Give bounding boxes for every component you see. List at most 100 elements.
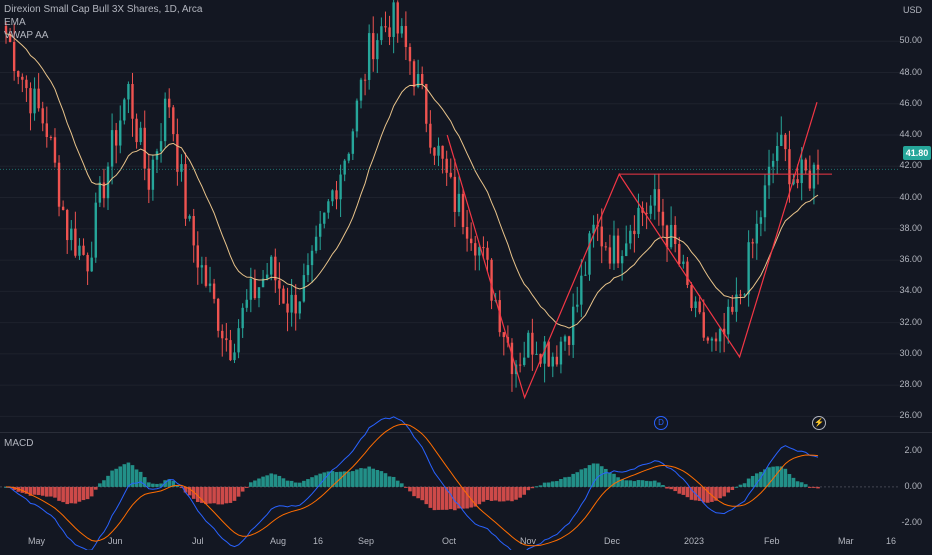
dividend-icon[interactable]: D bbox=[654, 416, 668, 430]
macd-histogram-bar bbox=[195, 486, 200, 502]
candle-body bbox=[645, 212, 648, 214]
macd-histogram-bar bbox=[448, 486, 453, 510]
candle-body bbox=[351, 131, 355, 154]
candle-body bbox=[702, 312, 705, 338]
candle-body bbox=[192, 216, 195, 246]
candle-body bbox=[465, 227, 469, 239]
candle-body bbox=[367, 33, 371, 80]
candle-body bbox=[229, 340, 232, 361]
candle-body bbox=[502, 332, 506, 338]
legend-vwap[interactable]: VWAP AA bbox=[4, 30, 49, 41]
candle-body bbox=[392, 2, 395, 37]
macd-histogram-bar bbox=[546, 482, 551, 487]
candle-body bbox=[784, 134, 787, 150]
macd-histogram-bar bbox=[706, 486, 710, 503]
candle-body bbox=[743, 294, 746, 296]
candle-body bbox=[694, 301, 697, 309]
macd-histogram-bar bbox=[351, 471, 355, 487]
macd-histogram-bar bbox=[473, 486, 478, 507]
macd-tick-label: 0.00 bbox=[904, 480, 922, 491]
candle-body bbox=[78, 245, 81, 256]
time-tick-label: 16 bbox=[886, 536, 897, 546]
candle-body bbox=[718, 328, 722, 342]
candle-body bbox=[461, 193, 465, 228]
macd-histogram-bar bbox=[579, 469, 584, 487]
macd-histogram-bar bbox=[734, 486, 739, 488]
candle-body bbox=[775, 145, 779, 161]
candle-body bbox=[788, 149, 791, 185]
candle-body bbox=[620, 256, 624, 264]
candle-body bbox=[347, 153, 350, 161]
macd-histogram-bar bbox=[799, 482, 804, 487]
macd-histogram-bar bbox=[510, 486, 514, 502]
candle-body bbox=[339, 174, 342, 200]
macd-histogram-bar bbox=[53, 486, 57, 498]
macd-histogram-bar bbox=[685, 486, 690, 498]
candle-body bbox=[408, 47, 412, 62]
macd-histogram-bar bbox=[187, 486, 192, 496]
candle-body bbox=[216, 298, 220, 331]
macd-histogram-bar bbox=[477, 486, 482, 505]
macd-histogram-bar bbox=[61, 486, 65, 503]
time-tick-label: Sep bbox=[358, 536, 375, 546]
macd-histogram-bar bbox=[102, 480, 106, 487]
macd-title[interactable]: MACD bbox=[4, 438, 34, 449]
macd-histogram-bar bbox=[738, 484, 743, 487]
candle-body bbox=[286, 303, 289, 313]
candle-body bbox=[449, 172, 452, 177]
candle-body bbox=[457, 193, 461, 212]
candle-body bbox=[57, 162, 61, 207]
candle-body bbox=[498, 300, 501, 333]
candle-body bbox=[98, 182, 102, 203]
candle-body bbox=[698, 301, 701, 313]
candle-body bbox=[49, 137, 53, 139]
macd-histogram-bar bbox=[379, 471, 384, 487]
candle-body bbox=[61, 206, 65, 210]
macd-tick-label: -2.00 bbox=[901, 516, 922, 527]
candle-body bbox=[355, 100, 359, 132]
macd-histogram-bar bbox=[269, 473, 274, 487]
candle-body bbox=[727, 306, 730, 335]
candle-body bbox=[665, 225, 669, 248]
candle-body bbox=[416, 73, 420, 88]
flash-icon[interactable]: ⚡ bbox=[812, 416, 826, 430]
candle-body bbox=[119, 120, 122, 146]
candle-body bbox=[559, 341, 563, 365]
candle-body bbox=[270, 256, 273, 275]
macd-histogram-bar bbox=[204, 486, 208, 505]
candle-body bbox=[151, 159, 155, 190]
macd-histogram-bar bbox=[355, 469, 359, 487]
macd-histogram-bar bbox=[114, 468, 118, 487]
candle-body bbox=[576, 304, 579, 307]
candle-body bbox=[604, 246, 608, 248]
macd-histogram-bar bbox=[453, 486, 457, 511]
macd-histogram-bar bbox=[489, 486, 494, 501]
candle-body bbox=[751, 242, 754, 244]
macd-histogram-bar bbox=[346, 471, 351, 487]
candle-body bbox=[396, 2, 399, 34]
macd-histogram-bar bbox=[36, 486, 41, 495]
macd-histogram-bar bbox=[652, 480, 657, 487]
candle-body bbox=[310, 250, 314, 266]
candle-body bbox=[690, 284, 693, 309]
time-tick-label: Feb bbox=[764, 536, 780, 546]
price-tick-label: 50.00 bbox=[899, 35, 922, 46]
time-tick-label: Oct bbox=[442, 536, 457, 546]
macd-histogram-bar bbox=[359, 468, 363, 487]
macd-histogram-bar bbox=[644, 480, 649, 487]
macd-histogram-bar bbox=[240, 486, 245, 492]
macd-histogram-bar bbox=[424, 486, 429, 505]
candle-body bbox=[649, 205, 652, 214]
candle-body bbox=[290, 294, 293, 313]
candle-body bbox=[241, 307, 244, 329]
macd-histogram-bar bbox=[530, 486, 535, 489]
macd-histogram-bar bbox=[273, 474, 278, 487]
macd-histogram-bar bbox=[657, 482, 661, 487]
macd-histogram-bar bbox=[461, 486, 465, 509]
candle-body bbox=[682, 261, 685, 264]
candle-body bbox=[376, 40, 379, 60]
legend-ema[interactable]: EMA bbox=[4, 17, 26, 28]
legend-symbol[interactable]: Direxion Small Cap Bull 3X Shares, 1D, A… bbox=[4, 4, 203, 15]
candle-body bbox=[323, 212, 326, 224]
